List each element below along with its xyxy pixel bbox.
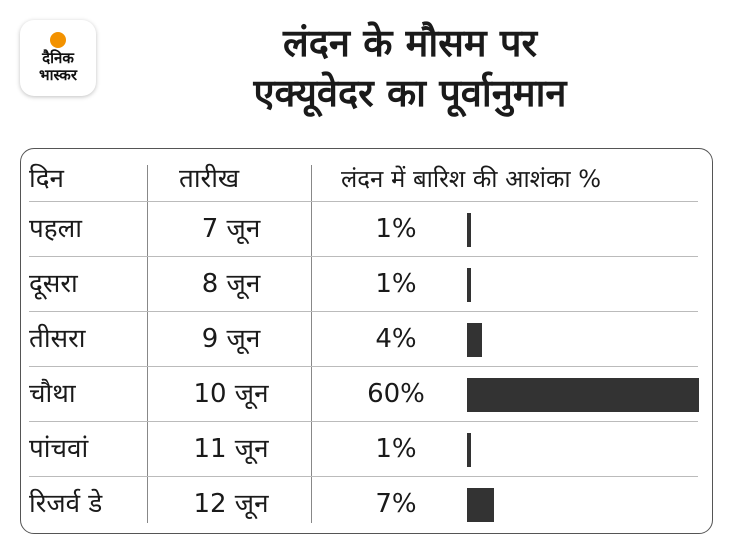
row-percent: 7% [375, 489, 417, 519]
row-day: तीसरा [29, 324, 86, 354]
row-day: चौथा [29, 379, 76, 409]
row-percent: 1% [375, 434, 417, 464]
row-day: रिजर्व डे [29, 489, 103, 519]
row-date: 8 जून [201, 269, 261, 299]
column-divider [311, 165, 312, 523]
header-rain-chance: लंदन में बारिश की आशंका % [341, 165, 602, 193]
page-title: लंदन के मौसम पर एक्यूवेदर का पूर्वानुमान [110, 18, 710, 118]
rain-chance-bar [467, 378, 699, 412]
column-divider [147, 165, 148, 523]
row-percent: 60% [367, 379, 425, 409]
row-day: पहला [29, 214, 82, 244]
row-percent: 1% [375, 269, 417, 299]
row-day: पांचवां [29, 434, 89, 464]
row-date: 10 जून [193, 379, 269, 409]
rain-chance-bar [467, 213, 471, 247]
logo-line-1: दैनिक [42, 49, 74, 67]
title-line-2: एक्यूवेदर का पूर्वानुमान [253, 71, 567, 115]
row-date: 9 जून [201, 324, 261, 354]
row-date: 7 जून [201, 214, 261, 244]
forecast-table: दिन तारीख लंदन में बारिश की आशंका % पहला… [20, 148, 713, 534]
sun-icon [50, 32, 66, 48]
logo-line-2: भास्कर [39, 66, 77, 84]
row-divider [29, 256, 698, 257]
row-percent: 1% [375, 214, 417, 244]
rain-chance-bar [467, 268, 471, 302]
rain-chance-bar [467, 488, 494, 522]
dainik-bhaskar-logo: दैनिक भास्कर [20, 20, 96, 96]
row-divider [29, 201, 698, 202]
row-date: 11 जून [193, 434, 269, 464]
rain-chance-bar [467, 323, 482, 357]
title-line-1: लंदन के मौसम पर [282, 21, 537, 65]
rain-chance-bar [467, 433, 471, 467]
row-divider [29, 421, 698, 422]
row-percent: 4% [375, 324, 417, 354]
row-divider [29, 476, 698, 477]
header-date: तारीख [179, 164, 240, 194]
row-date: 12 जून [193, 489, 269, 519]
header-day: दिन [29, 164, 64, 194]
row-divider [29, 311, 698, 312]
row-day: दूसरा [29, 269, 78, 299]
row-divider [29, 366, 698, 367]
